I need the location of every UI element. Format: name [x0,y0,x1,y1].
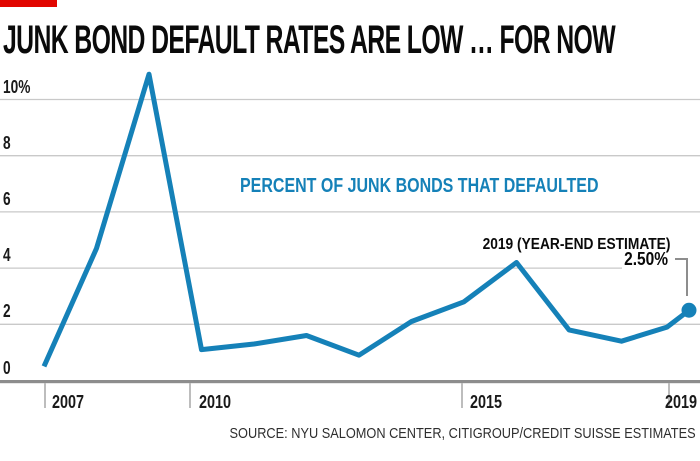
series-label: PERCENT OF JUNK BONDS THAT DEFAULTED [240,175,599,197]
x-axis-label-text: 2015 [470,392,503,412]
estimate-annotation-value: 2.50% [624,249,668,269]
x-axis-label-2019: 2019 [657,392,697,413]
estimate-annotation-label: 2019 (YEAR-END ESTIMATE) [482,236,670,253]
y-axis-label-4: 4 [3,245,13,266]
page-title: JUNK BOND DEFAULT RATES ARE LOW … FOR NO… [3,18,700,63]
y-axis-label-text: 10% [3,76,31,97]
y-axis-label-0: 0 [3,358,13,379]
callout-connector [675,258,688,296]
y-axis-label-6: 6 [3,189,13,210]
y-axis-label-text: 0 [3,357,11,378]
default-rate-line [41,71,691,368]
y-axis-label-text: 4 [3,245,11,266]
y-axis-label-text: 6 [3,188,11,209]
source-credit: SOURCE: NYU SALOMON CENTER, CITIGROUP/CR… [229,426,696,442]
y-axis-label-2: 2 [3,301,13,322]
x-axis-label-text: 2010 [199,392,232,412]
page-title-text: JUNK BOND DEFAULT RATES ARE LOW … FOR NO… [3,18,616,62]
x-axis-label-text: 2019 [664,392,697,412]
x-axis-label-text: 2007 [52,392,85,412]
estimate-dot [681,302,697,318]
x-axis-label-2007: 2007 [52,392,92,413]
y-axis-label-10: 10% [3,77,39,98]
x-axis-line [0,380,700,384]
y-axis-label-text: 8 [3,132,11,153]
x-axis-label-2015: 2015 [470,392,510,413]
accent-bar [0,0,57,7]
x-axis-label-2010: 2010 [199,392,239,413]
y-axis-label-text: 2 [3,301,11,322]
y-axis-label-8: 8 [3,133,13,154]
